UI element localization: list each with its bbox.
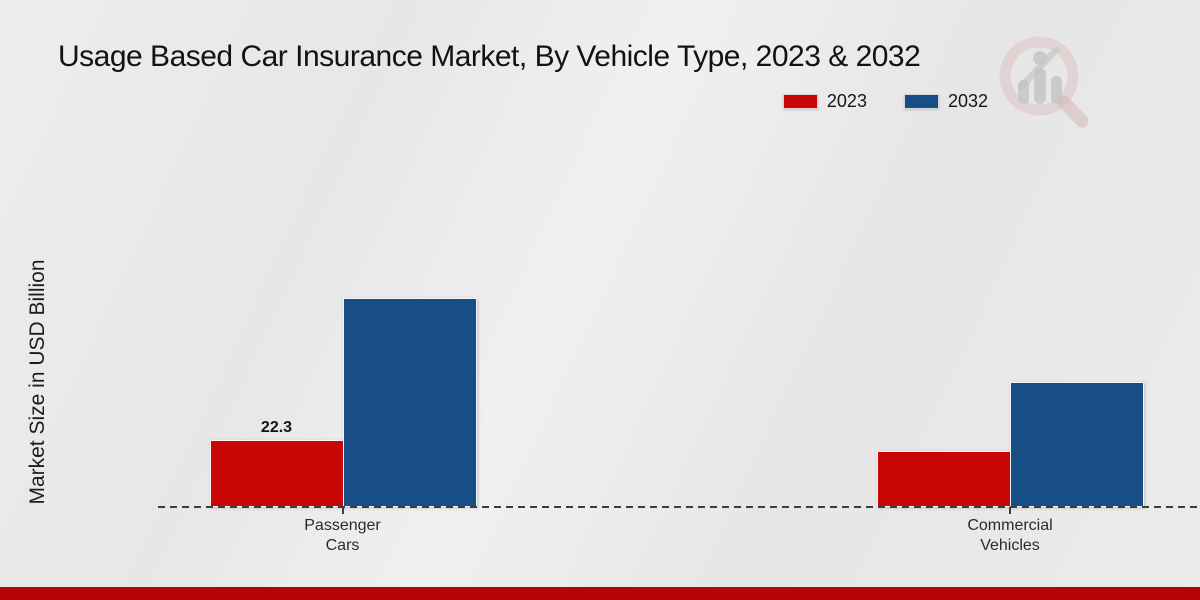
category-tick — [341, 507, 344, 514]
legend: 2023 2032 — [782, 91, 988, 112]
legend-swatch-2032 — [903, 94, 939, 109]
y-axis-label: Market Size in USD Billion — [26, 259, 49, 505]
x-axis-baseline — [158, 506, 1200, 508]
legend-item-2032: 2032 — [903, 91, 988, 112]
legend-swatch-2023 — [782, 94, 818, 109]
chart-title: Usage Based Car Insurance Market, By Veh… — [58, 40, 921, 73]
market-research-magnifier-logo-icon — [999, 36, 1089, 128]
bar-value-label: 22.3 — [260, 419, 293, 436]
category-tick — [1009, 507, 1011, 514]
category-label-passenger-cars: Passenger Cars — [304, 517, 381, 554]
bar-2023-passenger-cars — [209, 440, 344, 507]
bar-2032-passenger-cars — [342, 298, 477, 507]
category-label-commercial-vehicles: Commercial Vehicles — [967, 517, 1053, 554]
legend-item-2023: 2023 — [782, 91, 867, 112]
bar-2032-commercial-vehicles — [1010, 382, 1144, 507]
legend-label: 2023 — [826, 91, 867, 111]
footer-accent-strip — [0, 587, 1200, 600]
bar-2023-commercial-vehicles — [877, 451, 1011, 507]
legend-label: 2032 — [947, 91, 988, 111]
